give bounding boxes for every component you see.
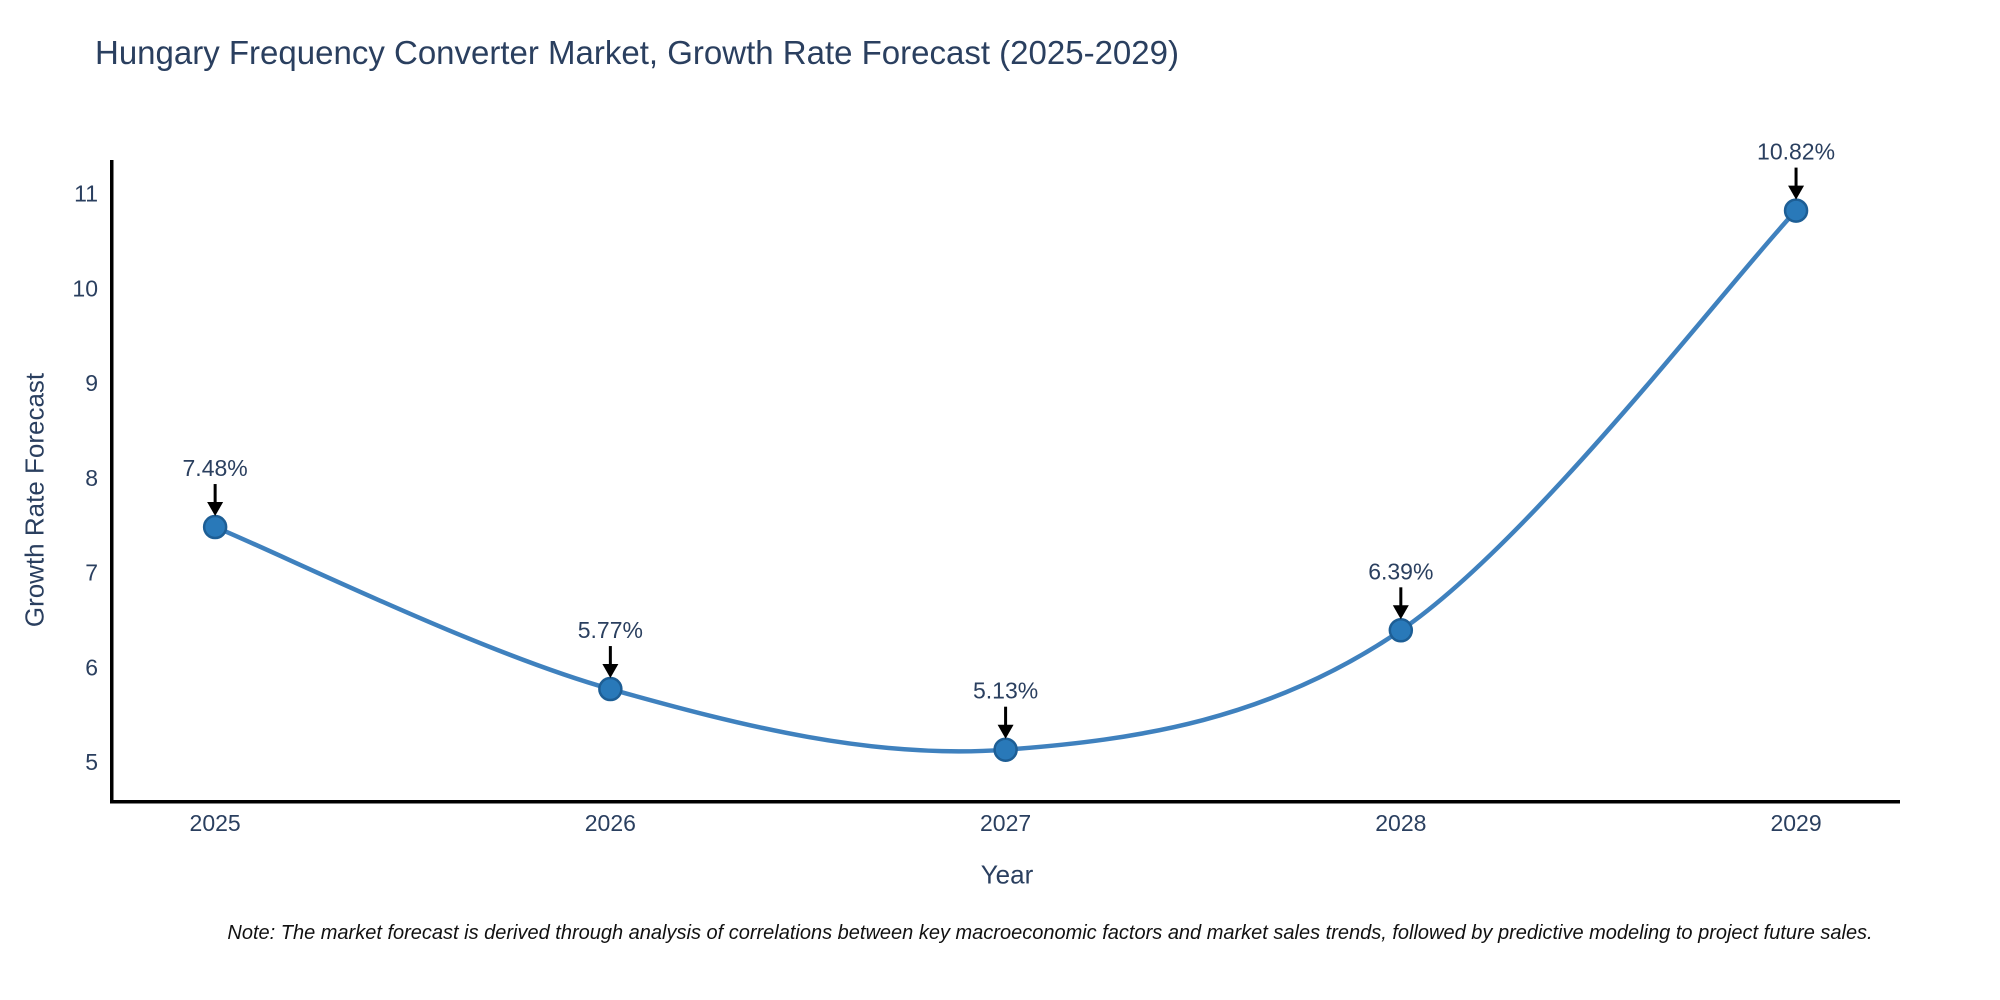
x-tick-label: 2027 bbox=[980, 810, 1031, 836]
annotation-arrow-head bbox=[602, 664, 619, 679]
y-tick-label: 5 bbox=[85, 749, 98, 775]
point-value-label: 7.48% bbox=[183, 455, 248, 481]
y-tick-label: 7 bbox=[85, 560, 98, 586]
data-point-marker bbox=[1388, 618, 1414, 643]
footnote: Note: The market forecast is derived thr… bbox=[227, 922, 1873, 944]
point-value-label: 6.39% bbox=[1368, 558, 1433, 584]
y-tick-label: 10 bbox=[72, 275, 98, 301]
point-value-label: 10.82% bbox=[1757, 139, 1835, 165]
y-tick-label: 11 bbox=[74, 181, 98, 207]
x-tick-label: 2025 bbox=[190, 810, 241, 836]
x-tick-label: 2026 bbox=[585, 810, 636, 836]
point-value-label: 5.77% bbox=[578, 617, 643, 643]
data-point-marker bbox=[1783, 198, 1809, 223]
data-point-marker bbox=[202, 514, 228, 540]
annotation-arrow-head bbox=[997, 724, 1014, 739]
x-axis-title: Year bbox=[980, 859, 1034, 890]
y-axis-title: Growth Rate Forecast bbox=[19, 372, 50, 628]
x-tick-label: 2028 bbox=[1375, 810, 1426, 836]
forecast-line bbox=[212, 208, 1799, 754]
y-tick-label: 9 bbox=[85, 370, 98, 396]
data-point-marker bbox=[598, 676, 623, 702]
y-tick-label: 8 bbox=[85, 465, 98, 491]
chart-title: Hungary Frequency Converter Market, Grow… bbox=[95, 34, 1179, 71]
annotation-arrow-head bbox=[207, 502, 224, 517]
point-value-label: 5.13% bbox=[973, 678, 1038, 704]
data-point-marker bbox=[993, 737, 1018, 762]
annotation-arrow-head bbox=[1392, 605, 1409, 620]
x-tick-label: 2029 bbox=[1770, 810, 1821, 836]
annotation-arrow-head bbox=[1788, 185, 1805, 200]
y-tick-label: 6 bbox=[85, 654, 98, 680]
